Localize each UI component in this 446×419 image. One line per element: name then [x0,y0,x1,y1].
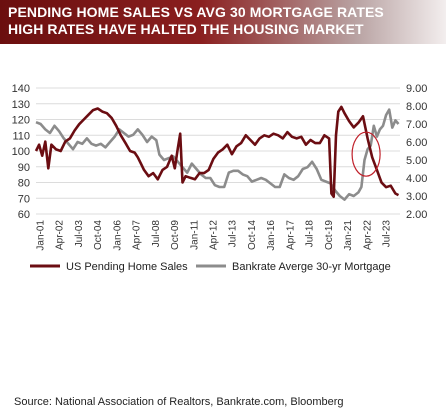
x-tick-label: Apr-02 [55,220,66,250]
left-tick-label: 140 [12,83,30,95]
x-tick-label: Oct-19 [324,220,335,250]
legend-label-pending: US Pending Home Sales [66,261,188,273]
x-tick-label: Jul-03 [74,220,85,248]
left-tick-label: 70 [18,193,30,205]
left-tick-label: 110 [12,130,30,142]
x-tick-label: Jul-08 [151,220,162,248]
x-tick-label: Jul-23 [382,220,393,248]
right-tick-label: 8.00 [406,101,427,113]
left-tick-label: 120 [12,115,30,127]
x-tick-label: Oct-09 [170,220,181,250]
left-axis-ticks: 60 70 80 90 100 110 120 130 140 [12,83,30,221]
x-tick-label: Jan-21 [343,220,354,251]
x-tick-label: Oct-04 [93,220,104,250]
x-tick-label: Apr-17 [285,220,296,250]
right-axis-ticks: 2.00 3.00 4.00 5.00 6.00 7.00 8.00 9.00 [406,83,427,221]
series-line-pending [34,105,400,198]
x-tick-label: Jul-18 [305,220,316,248]
x-tick-label: Jul-13 [228,220,239,248]
left-tick-label: 80 [18,178,30,190]
left-tick-label: 100 [12,146,30,158]
left-tick-label: 60 [18,209,30,221]
right-tick-label: 2.00 [406,209,427,221]
x-tick-label: Apr-07 [132,220,143,250]
source-note: Source: National Association of Realtors… [14,396,344,408]
chart-subtitle: HIGH RATES HAVE HALTED THE HOUSING MARKE… [8,21,364,37]
x-tick-label: Jan-06 [112,220,123,251]
right-tick-label: 3.00 [406,191,427,203]
right-tick-label: 5.00 [406,155,427,167]
x-axis-ticks: Jan-01 Apr-02 Jul-03 Oct-04 Jan-06 Apr-07 Jul-… [36,220,393,251]
x-tick-label: Apr-22 [362,220,373,250]
annotation-circle [351,131,381,177]
x-tick-label: Jan-01 [36,220,47,251]
legend-label-mortgage: Bankrate Averge 30-yr Mortgage [232,261,391,273]
chart-title: PENDING HOME SALES VS AVG 30 MORTGAGE RA… [8,4,384,20]
right-tick-label: 9.00 [406,83,427,95]
right-tick-label: 4.00 [406,173,427,185]
x-tick-label: Apr-12 [209,220,220,250]
x-tick-label: Jan-11 [189,220,200,250]
right-tick-label: 7.00 [406,119,427,131]
line-chart: 60 70 80 90 100 110 120 130 140 2.00 3.00 4.00 5.00… [12,83,428,273]
chart-title-banner: PENDING HOME SALES VS AVG 30 MORTGAGE RA… [0,0,446,44]
legend: US Pending Home Sales Bankrate Averge 30… [30,261,391,273]
x-tick-label: Jan-16 [266,220,277,251]
x-tick-label: Oct-14 [247,220,258,250]
right-tick-label: 6.00 [406,137,427,149]
left-tick-label: 90 [18,162,30,174]
left-tick-label: 130 [12,99,30,111]
gridlines [36,87,400,215]
series-line-mortgage [35,108,400,201]
